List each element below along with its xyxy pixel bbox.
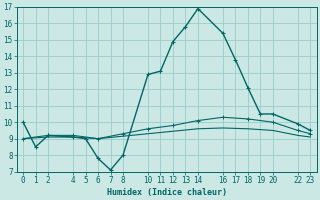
- X-axis label: Humidex (Indice chaleur): Humidex (Indice chaleur): [107, 188, 227, 197]
